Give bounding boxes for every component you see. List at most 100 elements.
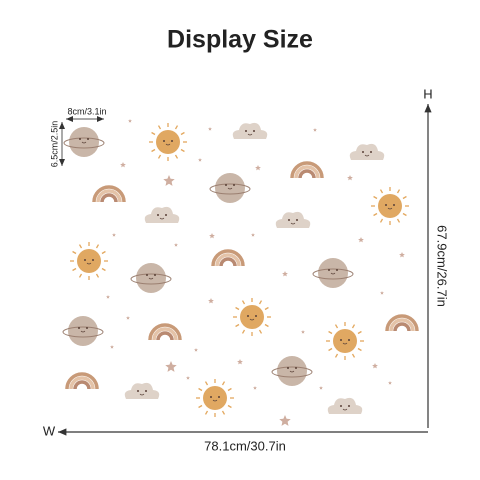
- ray: [241, 329, 246, 334]
- planet-ring: [312, 268, 354, 280]
- height: 67.9cm/26.7in: [435, 225, 450, 307]
- mouth: [289, 370, 295, 373]
- rainbow-arc: [385, 314, 419, 332]
- mouth: [227, 187, 233, 190]
- ray: [198, 404, 203, 409]
- star: [319, 386, 323, 390]
- planet-body: [277, 356, 307, 386]
- cloud-body: [144, 206, 180, 223]
- ray: [227, 387, 232, 392]
- planet-body: [215, 173, 245, 203]
- ray: [373, 212, 378, 217]
- ray: [351, 324, 356, 329]
- star: [106, 295, 110, 299]
- rainbow: [92, 185, 126, 203]
- sun-body: [240, 305, 264, 329]
- eye: [146, 274, 148, 276]
- eye: [163, 140, 165, 142]
- width: 78.1cm/30.7in: [204, 438, 286, 453]
- eye: [86, 327, 88, 329]
- eye: [287, 367, 289, 369]
- planet-ring: [271, 366, 313, 378]
- star: [388, 381, 392, 385]
- ray: [396, 218, 401, 223]
- ray: [72, 250, 77, 255]
- star: [282, 271, 288, 277]
- eye: [336, 269, 338, 271]
- cloud: [349, 143, 385, 160]
- eye: [328, 269, 330, 271]
- mouth: [139, 393, 145, 396]
- star: [198, 158, 202, 162]
- eye: [348, 339, 350, 341]
- sun: [149, 123, 187, 161]
- ray: [95, 244, 100, 249]
- cloud: [275, 211, 311, 228]
- planet-body: [136, 263, 166, 293]
- ray: [402, 212, 407, 217]
- planet: [271, 356, 313, 386]
- eye: [362, 151, 364, 153]
- rainbow: [148, 323, 182, 341]
- eye: [288, 219, 290, 221]
- ray: [101, 267, 106, 272]
- eye: [348, 405, 350, 407]
- star: [163, 175, 175, 186]
- eye: [218, 396, 220, 398]
- rainbow: [211, 249, 245, 267]
- sun: [233, 298, 271, 336]
- star: [186, 376, 190, 380]
- eye: [210, 396, 212, 398]
- ray: [264, 306, 269, 311]
- eye: [245, 130, 247, 132]
- rainbow-arc: [298, 169, 316, 179]
- rainbow: [385, 314, 419, 332]
- eye: [157, 214, 159, 216]
- eye: [253, 130, 255, 132]
- star: [253, 386, 257, 390]
- star: [251, 233, 255, 237]
- cloud-body: [232, 122, 268, 139]
- ray: [157, 125, 162, 130]
- rainbow-arc: [152, 327, 178, 341]
- rainbow: [290, 161, 324, 179]
- ray: [151, 148, 156, 153]
- ray: [379, 189, 384, 194]
- eye: [84, 259, 86, 261]
- rainbow-arc: [100, 193, 118, 203]
- ray: [396, 189, 401, 194]
- ray: [180, 148, 185, 153]
- rainbow-arc: [393, 322, 411, 332]
- mouth: [364, 154, 370, 157]
- eye: [247, 315, 249, 317]
- eye: [393, 204, 395, 206]
- eye: [225, 184, 227, 186]
- eye: [295, 367, 297, 369]
- ray: [235, 306, 240, 311]
- height-label: H: [423, 86, 432, 101]
- planet: [312, 258, 354, 288]
- ray: [204, 410, 209, 415]
- ray: [221, 410, 226, 415]
- mouth: [290, 222, 296, 225]
- ray: [258, 329, 263, 334]
- planet-ring: [62, 326, 104, 338]
- rainbow-arc: [69, 376, 95, 390]
- sun-body: [333, 329, 357, 353]
- planet-body: [318, 258, 348, 288]
- mouth: [342, 342, 348, 345]
- cloud: [232, 122, 268, 139]
- rainbow-arc: [73, 380, 91, 390]
- eye: [92, 259, 94, 261]
- star: [128, 119, 132, 123]
- cloud: [327, 397, 363, 414]
- star: [301, 330, 305, 334]
- ray: [357, 330, 362, 335]
- star: [255, 165, 261, 171]
- mouth: [165, 143, 171, 146]
- rainbow-arc: [65, 372, 99, 390]
- ray: [78, 273, 83, 278]
- ray: [204, 381, 209, 386]
- ray: [78, 244, 83, 249]
